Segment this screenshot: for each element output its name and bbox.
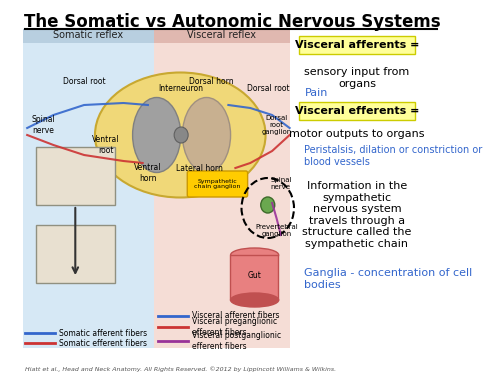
FancyBboxPatch shape (299, 36, 414, 54)
Text: Dorsal
root
ganglion: Dorsal root ganglion (262, 115, 292, 135)
Text: Visceral afferent fibers: Visceral afferent fibers (192, 311, 279, 321)
Text: Spinal
nerve: Spinal nerve (270, 177, 291, 190)
FancyBboxPatch shape (299, 102, 414, 120)
Text: Spinal
nerve: Spinal nerve (31, 115, 55, 135)
Bar (36, 147, 115, 205)
Text: Sympathetic
chain ganglion: Sympathetic chain ganglion (194, 178, 240, 190)
Text: Information in the
sympathetic
nervous system
travels through a
structure called: Information in the sympathetic nervous s… (302, 181, 412, 249)
Text: Interneuron: Interneuron (158, 83, 203, 93)
Bar (230, 255, 278, 300)
Ellipse shape (95, 72, 266, 198)
Text: Gut: Gut (248, 270, 262, 280)
FancyBboxPatch shape (188, 171, 248, 197)
Text: Ventral
root: Ventral root (92, 135, 120, 155)
Text: sensory input from
organs: sensory input from organs (304, 67, 410, 88)
Text: Visceral efferents =: Visceral efferents = (295, 106, 419, 116)
Circle shape (261, 197, 274, 213)
Text: Somatic afferent fibers: Somatic afferent fibers (58, 329, 147, 337)
Text: Prevertebral
ganglion: Prevertebral ganglion (255, 224, 298, 236)
Text: Somatic reflex: Somatic reflex (54, 30, 124, 40)
Text: Ganglia - concentration of cell
bodies: Ganglia - concentration of cell bodies (304, 268, 472, 290)
Text: Dorsal root: Dorsal root (248, 83, 290, 93)
Text: Ventral
horn: Ventral horn (134, 163, 162, 183)
Text: Hiatt et al., Head and Neck Anatomy. All Rights Reserved. ©2012 by Lippincott Wi: Hiatt et al., Head and Neck Anatomy. All… (26, 366, 336, 372)
Text: Visceral preganglionic
efferent fibers: Visceral preganglionic efferent fibers (192, 317, 277, 337)
Text: Visceral reflex: Visceral reflex (187, 30, 256, 40)
Bar (154, 29, 290, 43)
Text: Visceral postganglionic
efferent fibers: Visceral postganglionic efferent fibers (192, 331, 281, 351)
Bar (23, 29, 154, 43)
Text: Dorsal horn: Dorsal horn (188, 77, 233, 85)
Text: Visceral afferents =: Visceral afferents = (295, 40, 419, 50)
Ellipse shape (182, 98, 230, 172)
Circle shape (174, 127, 188, 143)
Ellipse shape (132, 98, 180, 172)
Ellipse shape (230, 248, 278, 262)
Text: The Somatic vs Autonomic Nervous Systems: The Somatic vs Autonomic Nervous Systems (24, 13, 441, 31)
Text: Dorsal root: Dorsal root (62, 77, 106, 85)
Text: Peristalsis, dilation or constriction or
blood vessels: Peristalsis, dilation or constriction or… (304, 145, 482, 167)
Text: Pain: Pain (304, 88, 328, 98)
Text: Lateral horn: Lateral horn (176, 164, 223, 172)
Bar (154, 33, 290, 348)
Bar (36, 225, 115, 283)
Ellipse shape (230, 293, 278, 307)
Text: Somatic efferent fibers: Somatic efferent fibers (58, 339, 146, 347)
Text: motor outputs to organs: motor outputs to organs (289, 129, 424, 139)
Bar (23, 33, 289, 348)
